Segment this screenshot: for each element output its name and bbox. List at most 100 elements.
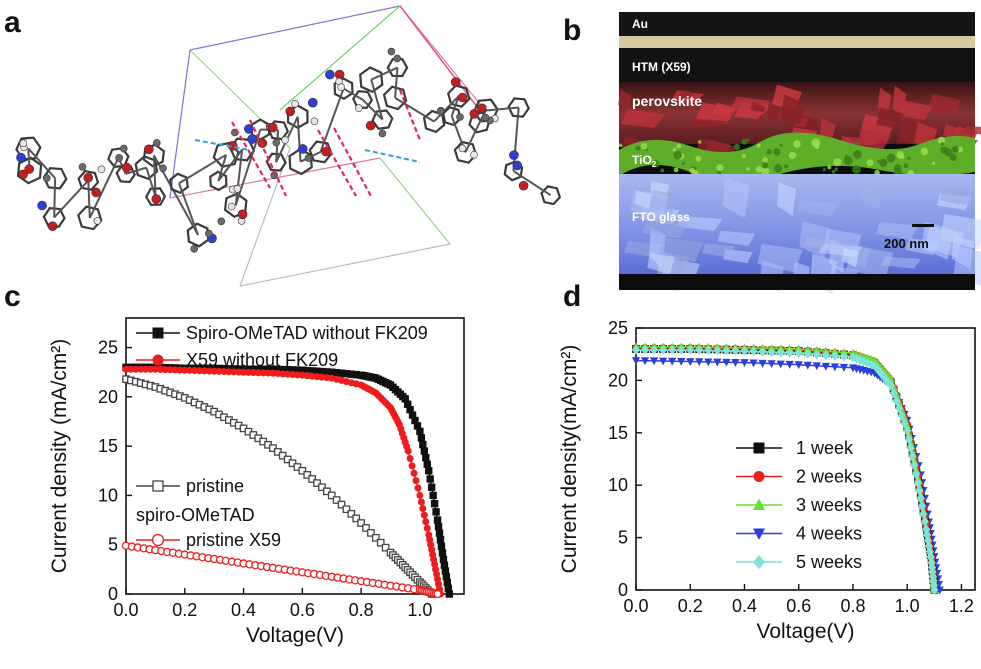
layer-label-fto: FTO glass — [632, 210, 690, 224]
data-point — [889, 388, 898, 398]
molecular-bond — [178, 153, 227, 185]
data-point — [419, 505, 427, 513]
data-point — [753, 442, 765, 454]
data-point — [152, 354, 164, 366]
data-point — [924, 541, 933, 551]
data-point — [870, 360, 879, 371]
atom — [354, 104, 363, 112]
pi-interaction — [194, 139, 251, 151]
molecular-bond — [370, 79, 384, 120]
molecular-bond — [125, 166, 147, 175]
data-point — [254, 369, 262, 377]
chart-d-x-tick-label: 0.8 — [840, 596, 865, 616]
data-point — [659, 345, 668, 355]
data-point — [433, 589, 442, 599]
atom — [307, 97, 318, 108]
data-point — [753, 498, 765, 510]
legend-label: 5 weeks — [796, 552, 862, 572]
layer-label-htm: HTM (X59) — [632, 60, 691, 74]
atom — [42, 174, 51, 182]
data-point — [151, 533, 165, 547]
data-point — [794, 348, 803, 358]
data-point — [892, 395, 901, 406]
atom — [477, 103, 487, 114]
series-x59-without-fk209 — [122, 365, 445, 598]
data-point — [910, 460, 919, 471]
molecular-bond — [370, 66, 398, 81]
chart-d-y-axis-label: Current density(mA/cm²) — [558, 345, 581, 574]
data-point — [695, 345, 704, 355]
benzene-ring — [15, 136, 42, 161]
atom — [115, 154, 123, 162]
scale-bar — [912, 224, 934, 227]
series-pristine-spiro-ometad — [122, 375, 436, 598]
tio2-label-base: TiO — [632, 153, 652, 167]
chart-d-y-tick-label: 15 — [608, 423, 628, 443]
benzene-ring — [503, 160, 524, 182]
data-point — [923, 530, 932, 540]
data-point — [927, 557, 936, 568]
atom — [144, 144, 154, 155]
chart-c-legend-lower: pristine spiro-OMeTAD pristine X59 — [136, 476, 281, 550]
data-point — [900, 418, 909, 428]
data-point — [920, 516, 929, 527]
atom — [297, 144, 308, 154]
data-point — [713, 345, 722, 356]
data-point — [408, 462, 416, 470]
data-point — [404, 447, 412, 455]
data-point — [695, 358, 704, 367]
benzene-ring — [16, 156, 43, 185]
data-point — [137, 365, 145, 373]
data-point — [704, 345, 713, 356]
data-point — [298, 466, 307, 475]
data-point — [918, 501, 927, 511]
chart-c-y-axis-label: Current density (mA/cm²) — [48, 339, 71, 574]
atom — [247, 134, 257, 144]
atom — [509, 150, 519, 160]
data-point — [195, 367, 203, 375]
panel-letter-c: c — [4, 280, 21, 313]
molecular-bond — [433, 95, 460, 123]
atom — [227, 202, 236, 211]
pi-interaction — [364, 149, 421, 163]
atom — [387, 47, 396, 56]
data-point — [776, 360, 785, 369]
data-point — [161, 366, 169, 374]
benzene-ring — [453, 140, 478, 164]
benzene-ring — [382, 85, 408, 111]
data-point — [423, 524, 431, 532]
data-point — [381, 543, 390, 552]
data-point — [240, 368, 248, 376]
atom — [97, 165, 106, 174]
series-3-weeks — [631, 342, 939, 594]
data-point — [704, 358, 713, 367]
benzene-ring — [308, 140, 333, 164]
atom — [310, 117, 319, 126]
legend-label: pristine — [186, 476, 244, 496]
data-point — [176, 366, 184, 374]
data-point — [422, 518, 430, 526]
molecular-bond — [178, 182, 200, 236]
data-point — [410, 469, 418, 477]
atom — [190, 245, 198, 253]
chart-d-x-tick-label: 0.2 — [678, 596, 703, 616]
data-point — [210, 367, 218, 375]
data-point — [200, 367, 208, 375]
unit-cell-edge — [379, 157, 451, 245]
layer-label-perovskite: perovskite — [632, 93, 702, 109]
data-point — [803, 361, 812, 370]
molecular-bond — [53, 178, 57, 218]
chart-c-x-tick-label: 0.8 — [349, 600, 374, 620]
data-point — [186, 366, 194, 374]
data-point — [156, 365, 164, 373]
data-point — [303, 471, 312, 479]
data-point — [142, 365, 150, 373]
data-point — [417, 498, 425, 506]
atom — [159, 164, 167, 173]
data-point — [332, 496, 341, 504]
chart-c-y-tick-label: 20 — [98, 387, 118, 407]
layer-label-tio2: TiO2 — [632, 153, 657, 169]
benzene-ring — [223, 192, 248, 219]
data-point — [906, 438, 915, 447]
